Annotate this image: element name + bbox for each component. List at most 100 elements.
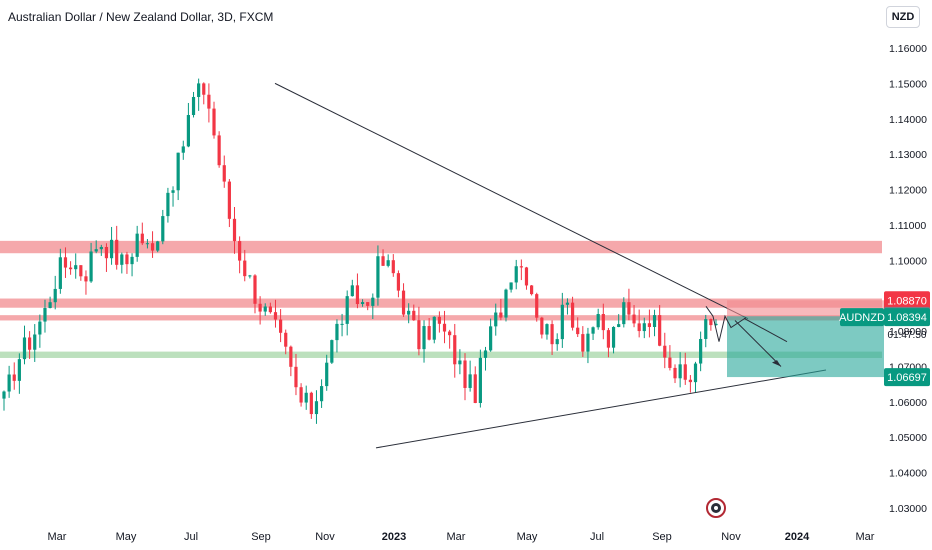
position-tool	[705, 300, 884, 378]
candle-body	[355, 285, 360, 305]
candle-body	[99, 246, 103, 250]
candle-body	[617, 324, 621, 327]
bar-countdown: 01:47:50	[888, 330, 927, 341]
projection-arrow	[743, 317, 788, 343]
price-tag	[884, 291, 930, 310]
candle-body	[217, 135, 221, 166]
sr-zone[interactable]	[0, 298, 882, 308]
candle-body	[560, 304, 564, 340]
candle-body	[109, 239, 114, 259]
candle-body	[478, 357, 482, 403]
price-tag	[884, 308, 930, 327]
candle-body	[294, 366, 298, 388]
candle-body	[38, 321, 42, 335]
candle-body	[442, 323, 447, 332]
candle-body	[545, 324, 549, 335]
candle-body	[263, 306, 267, 312]
candle-body	[48, 302, 52, 309]
candle-body	[243, 260, 247, 277]
candle-body	[581, 334, 585, 352]
candle-body	[642, 323, 646, 332]
candle-body	[627, 302, 631, 315]
candle-body	[663, 345, 667, 358]
candle-body	[422, 326, 426, 350]
candle-body	[7, 374, 11, 392]
time-axis: Mar May Jul Sep Nov 2023 Mar May Jul Sep Nov 2024 Ma…	[48, 531, 875, 543]
candle-body	[412, 310, 416, 321]
candle-body	[668, 357, 672, 368]
price-tick-label: 1.03000	[889, 503, 927, 515]
candle-body	[191, 96, 196, 116]
candle-body	[68, 267, 73, 270]
candle-body	[391, 260, 395, 274]
symbol-badge-text: AUDNZD	[839, 312, 885, 324]
candle-body	[519, 266, 523, 268]
sr-zone[interactable]	[0, 240, 882, 254]
candle-body	[366, 302, 370, 306]
symbol-badge	[840, 308, 884, 327]
candle-body	[504, 289, 508, 318]
sr-zone[interactable]	[0, 351, 882, 358]
candle-body	[202, 83, 206, 95]
candle-body	[89, 251, 93, 282]
candle-body	[483, 350, 488, 358]
lower-trendline[interactable]	[375, 369, 827, 449]
candle-body	[673, 367, 677, 379]
price-tick-label: 1.16000	[889, 43, 927, 55]
price-axis: 1.030001.040001.050001.060001.070001.080…	[889, 43, 927, 515]
projection-arrow	[734, 320, 782, 367]
candle-body	[340, 323, 344, 325]
sr-zone[interactable]	[0, 315, 882, 321]
candle-body	[499, 312, 503, 318]
candle-body	[150, 243, 155, 251]
candle-body	[489, 326, 493, 351]
candle-body	[181, 146, 185, 153]
time-tick-label: Mar	[48, 531, 67, 543]
time-tick-label: Mar	[447, 531, 466, 543]
candle-body	[396, 273, 401, 291]
take-profit-zone[interactable]	[727, 316, 884, 378]
currency-button[interactable]: NZD	[886, 6, 920, 28]
candle-body	[135, 233, 139, 257]
candle-body	[407, 310, 411, 315]
candle-body	[222, 165, 226, 182]
candle-body	[596, 313, 600, 328]
time-tick-label: Nov	[315, 531, 335, 543]
candle-body	[473, 374, 477, 403]
candle-body	[84, 276, 88, 282]
candle-body	[145, 243, 150, 245]
candle-body	[279, 319, 283, 333]
candle-body	[186, 115, 191, 147]
price-tick-label: 1.14000	[889, 114, 927, 126]
time-tick-label: Sep	[652, 531, 672, 543]
candle-body	[453, 335, 457, 365]
candle-body	[53, 288, 57, 303]
candle-body	[376, 256, 380, 298]
candle-body	[417, 320, 421, 350]
candle-body	[386, 260, 390, 266]
candle-body	[17, 359, 21, 381]
candle-body	[43, 308, 47, 322]
candle-body	[115, 239, 119, 265]
candle-body	[586, 333, 590, 352]
candle-body	[319, 386, 324, 402]
candle-body	[125, 254, 129, 265]
candle-body	[688, 379, 692, 383]
candle-body	[207, 94, 211, 109]
candle-body	[248, 275, 252, 277]
candle-body	[514, 266, 518, 283]
candle-body	[693, 363, 698, 383]
candle-body	[330, 340, 334, 363]
arrow-head	[772, 360, 781, 367]
candle-body	[381, 256, 385, 266]
candle-body	[360, 302, 365, 305]
candle-body	[345, 296, 349, 324]
candle-body	[79, 265, 83, 277]
candle-body	[94, 249, 98, 252]
candle-body	[253, 275, 257, 304]
upper-trendline[interactable]	[274, 82, 749, 320]
candle-body	[699, 338, 703, 364]
candle-body	[284, 332, 288, 347]
price-tag	[884, 368, 930, 387]
